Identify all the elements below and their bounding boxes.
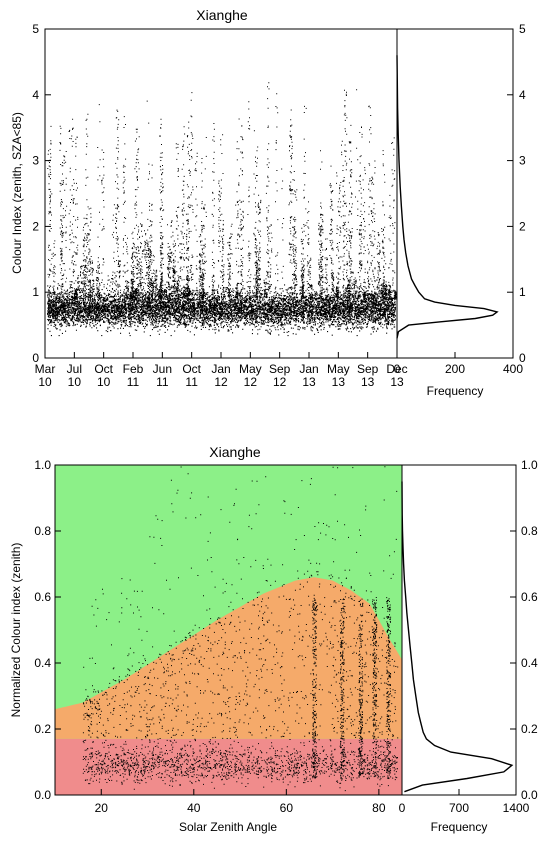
x-tick-label: Jan bbox=[211, 362, 230, 376]
x-tick-label: 60 bbox=[280, 801, 294, 815]
x-tick-label: Feb bbox=[123, 362, 144, 376]
x-tick-label: Sep bbox=[357, 362, 379, 376]
x-tick-label: Oct bbox=[94, 362, 113, 376]
region-clear bbox=[55, 738, 402, 795]
x-tick-label: 12 bbox=[214, 375, 228, 389]
bottom-histogram-x-axis-label: Frequency bbox=[431, 820, 488, 834]
y-tick-label: 2 bbox=[519, 219, 526, 233]
x-tick-label: Dec bbox=[386, 362, 407, 376]
x-tick-label: Mar bbox=[35, 362, 56, 376]
bottom-histogram-frame bbox=[401, 464, 517, 796]
y-tick-label: 5 bbox=[32, 22, 39, 36]
x-tick-label: 80 bbox=[372, 801, 386, 815]
x-tick-label: 200 bbox=[445, 362, 465, 376]
bottom-x-ticks: 20 40 60 80 bbox=[95, 789, 386, 815]
x-tick-label: 10 bbox=[38, 375, 52, 389]
y-tick-label: 0 bbox=[32, 351, 39, 365]
y-tick-label: 0.4 bbox=[521, 656, 538, 670]
x-tick-label: 11 bbox=[156, 375, 169, 389]
x-tick-label: Sep bbox=[269, 362, 291, 376]
y-tick-label: 0.0 bbox=[34, 788, 51, 802]
y-tick-label: 4 bbox=[519, 88, 526, 102]
bottom-x-axis-label: Solar Zenith Angle bbox=[179, 820, 277, 834]
y-tick-label: 0 bbox=[519, 351, 526, 365]
x-tick-label: 1400 bbox=[503, 801, 530, 815]
x-tick-label: May bbox=[239, 362, 262, 376]
bottom-chart: Xianghe 0.00.20.40.60.81.0 0.00.20.40.60… bbox=[9, 444, 538, 834]
x-tick-label: Oct bbox=[182, 362, 201, 376]
y-tick-label: 0.8 bbox=[34, 524, 51, 538]
x-tick-label: 11 bbox=[185, 375, 198, 389]
x-tick-label: 700 bbox=[449, 801, 469, 815]
y-tick-label: 0.2 bbox=[34, 722, 51, 736]
bottom-chart-title: Xianghe bbox=[209, 444, 261, 460]
x-tick-label: 10 bbox=[68, 375, 82, 389]
y-tick-label: 5 bbox=[519, 22, 526, 36]
y-tick-label: 0.2 bbox=[521, 722, 538, 736]
y-tick-label: 2 bbox=[32, 219, 39, 233]
y-tick-label: 0.0 bbox=[521, 788, 538, 802]
bottom-histogram-x-ticks: 0 700 1400 bbox=[399, 789, 530, 815]
top-chart-title: Xianghe bbox=[196, 7, 248, 23]
x-tick-label: 13 bbox=[390, 375, 404, 389]
x-tick-label: 10 bbox=[97, 375, 111, 389]
x-tick-label: 40 bbox=[187, 801, 201, 815]
y-tick-label: 3 bbox=[32, 154, 39, 168]
y-tick-label: 4 bbox=[32, 88, 39, 102]
x-tick-label: 12 bbox=[273, 375, 287, 389]
y-tick-label: 0.4 bbox=[34, 656, 51, 670]
y-tick-label: 3 bbox=[519, 154, 526, 168]
bottom-histogram bbox=[401, 481, 514, 793]
x-tick-label: May bbox=[327, 362, 350, 376]
x-tick-label: Jul bbox=[67, 362, 82, 376]
x-tick-label: Jun bbox=[153, 362, 172, 376]
top-histogram-x-ticks: 0 200 400 bbox=[394, 352, 523, 376]
x-tick-label: 0 bbox=[399, 801, 406, 815]
x-tick-label: 400 bbox=[503, 362, 523, 376]
x-tick-label: 13 bbox=[302, 375, 316, 389]
y-tick-label: 1.0 bbox=[34, 458, 51, 472]
top-scatter-points bbox=[47, 82, 397, 337]
x-tick-label: 20 bbox=[95, 801, 109, 815]
y-tick-label: 0.8 bbox=[521, 524, 538, 538]
x-tick-label: 13 bbox=[332, 375, 346, 389]
x-tick-label: 0 bbox=[394, 362, 401, 376]
top-y-ticks-left: 0 1 2 3 4 5 bbox=[32, 22, 51, 365]
bottom-scatter-points bbox=[82, 466, 399, 792]
y-tick-label: 0.6 bbox=[34, 590, 51, 604]
histogram-line bbox=[396, 55, 499, 339]
top-histogram-frame bbox=[396, 28, 514, 359]
y-tick-label: 1 bbox=[32, 285, 39, 299]
scatter-points bbox=[47, 82, 397, 337]
histogram-line bbox=[401, 481, 514, 793]
bottom-y-ticks-left: 0.0 0.2 0.4 0.6 0.8 1.0 bbox=[34, 458, 61, 802]
x-tick-label: 11 bbox=[127, 375, 140, 389]
bottom-y-ticks-right: 0.0 0.2 0.4 0.6 0.8 1.0 bbox=[510, 458, 538, 802]
x-tick-label: Jan bbox=[299, 362, 318, 376]
bottom-background-regions bbox=[55, 465, 402, 795]
scatter-points bbox=[82, 466, 399, 792]
x-tick-label: 13 bbox=[361, 375, 375, 389]
x-tick-label: 12 bbox=[244, 375, 258, 389]
y-tick-label: 0.6 bbox=[521, 590, 538, 604]
top-histogram-x-axis-label: Frequency bbox=[427, 384, 484, 398]
top-y-ticks-right: 0 1 2 3 4 5 bbox=[507, 22, 526, 365]
y-tick-label: 1 bbox=[519, 285, 526, 299]
top-x-ticks: Mar10Jul10Oct10Feb11Jun11Oct11Jan12May12… bbox=[35, 352, 408, 389]
top-y-axis-label: Colour Index (zenith, SZA<85) bbox=[10, 112, 24, 274]
y-tick-label: 1.0 bbox=[521, 458, 538, 472]
top-histogram bbox=[396, 55, 499, 339]
bottom-y-axis-label: Normalized Colour index (zenith) bbox=[9, 543, 23, 718]
